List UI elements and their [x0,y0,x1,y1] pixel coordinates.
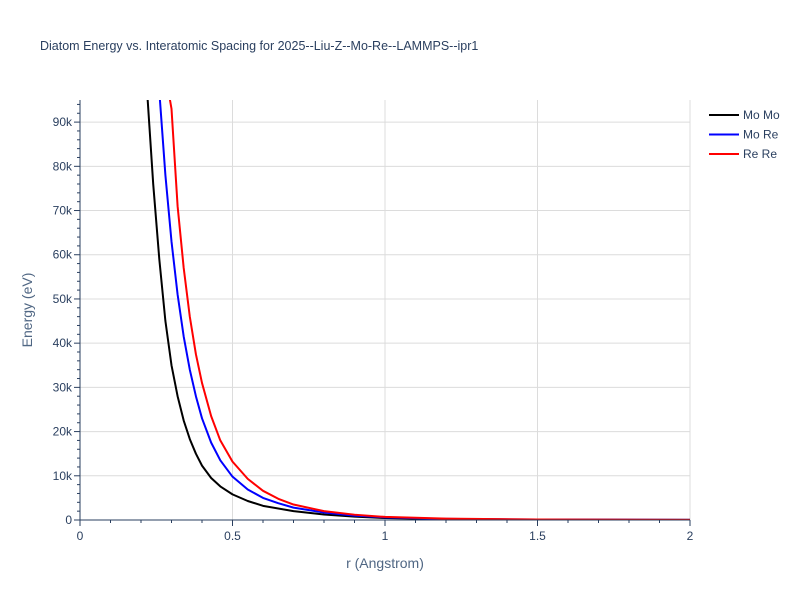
legend-label: Re Re [743,147,777,161]
x-tick-label: 2 [687,529,694,543]
x-tick-label: 1.5 [529,529,546,543]
grid [80,100,691,520]
legend-item-re-re[interactable]: Re Re [709,147,777,161]
series-line-mo-re [158,100,690,520]
y-tick-label: 40k [53,336,73,350]
legend-item-mo-re[interactable]: Mo Re [709,128,779,142]
y-tick-label: 10k [53,469,73,483]
legend-label: Mo Re [743,128,779,142]
y-axis-ticks: 0 10k 20k 30k 40k 50k 60k 70k 80k 90k [53,103,80,527]
y-tick-label: 30k [53,380,73,394]
x-axis-ticks: 0 0.5 1 1.5 2 [77,520,694,543]
x-tick-label: 0 [77,529,84,543]
y-tick-label: 50k [53,292,73,306]
legend[interactable]: Mo Mo Mo Re Re Re [709,108,780,161]
y-tick-label: 70k [53,204,73,218]
y-axis-title: Energy (eV) [19,273,35,348]
x-axis-title: r (Angstrom) [346,555,424,571]
series-line-re-re [168,100,690,520]
x-tick-label: 1 [382,529,389,543]
y-tick-label: 0 [65,513,72,527]
chart-title: Diatom Energy vs. Interatomic Spacing fo… [40,39,478,53]
y-tick-label: 90k [53,115,73,129]
chart-title-group: Diatom Energy vs. Interatomic Spacing fo… [40,39,478,53]
y-tick-label: 60k [53,248,73,262]
y-tick-label: 20k [53,425,73,439]
x-tick-label: 0.5 [224,529,241,543]
legend-item-mo-mo[interactable]: Mo Mo [709,108,780,122]
series-lines [146,100,690,520]
y-tick-label: 80k [53,159,73,173]
legend-label: Mo Mo [743,108,780,122]
